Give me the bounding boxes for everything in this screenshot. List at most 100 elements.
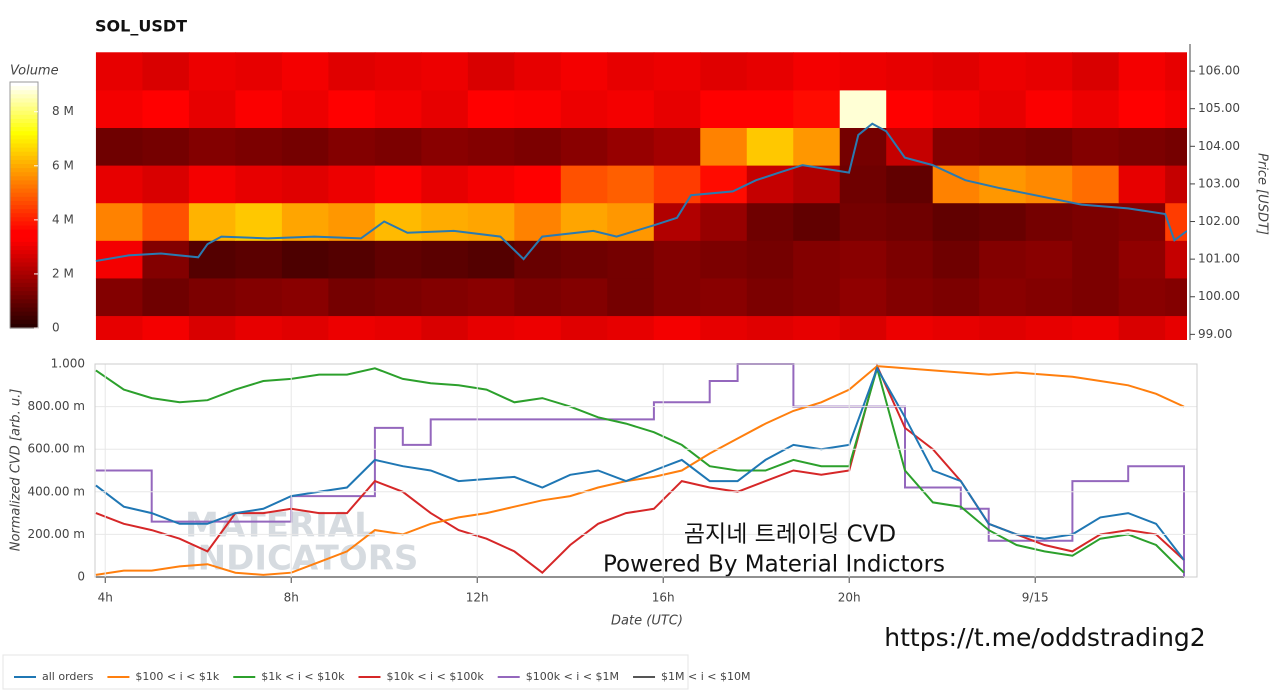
colorbar-step <box>10 258 38 263</box>
legend-label: $1M < i < $10M <box>661 670 750 683</box>
colorbar-step <box>10 237 38 243</box>
y-tick-label: 106.00 <box>1198 64 1240 78</box>
heatmap-cell <box>281 202 329 241</box>
colorbar-tick-label: 4 M <box>52 212 74 226</box>
heatmap-cell <box>793 165 841 204</box>
heatmap-cell <box>886 277 934 317</box>
heatmap-cell <box>374 165 422 204</box>
heatmap-cell <box>328 165 376 204</box>
heatmap-cell <box>1072 89 1120 128</box>
heatmap-cell <box>560 165 608 204</box>
series-line <box>95 365 1185 576</box>
heatmap-cell <box>746 127 794 166</box>
heatmap-cell <box>467 315 515 340</box>
heatmap-cell <box>1118 277 1166 317</box>
colorbar-step <box>10 184 38 190</box>
heatmap-cell <box>886 315 934 340</box>
colorbar-step <box>10 106 38 112</box>
heatmap-cell <box>839 315 887 340</box>
heatmap-cell <box>281 127 329 166</box>
heatmap-cell <box>514 52 562 91</box>
heatmap-cell <box>560 127 608 166</box>
heatmap-cell <box>374 202 422 241</box>
legend-label: $10k < i < $100k <box>386 670 484 683</box>
heatmap-cell <box>467 165 515 204</box>
x-tick-label: 16h <box>652 591 675 605</box>
plot-frame <box>94 363 1198 578</box>
heatmap-cell <box>235 202 283 241</box>
heatmap-cell <box>793 52 841 91</box>
heatmap-cell <box>1165 165 1187 204</box>
heatmap-cell <box>979 165 1027 204</box>
heatmap-cell <box>142 127 190 166</box>
heatmap-cell <box>560 202 608 241</box>
colorbar-step <box>10 266 38 272</box>
colorbar-step <box>10 282 38 288</box>
heatmap-cell <box>374 315 422 340</box>
heatmap-cell <box>1118 89 1166 128</box>
heatmap-cell <box>653 127 701 166</box>
heatmap-cell <box>188 165 236 204</box>
heatmap-cell <box>746 277 794 317</box>
colorbar-step <box>10 221 38 227</box>
heatmap-cell <box>653 277 701 317</box>
heatmap-cell <box>188 240 236 279</box>
heatmap-cell <box>839 127 887 166</box>
heatmap-cell <box>886 240 934 279</box>
colorbar-step <box>10 82 38 87</box>
colorbar-step <box>10 90 38 95</box>
colorbar-step <box>10 110 38 116</box>
heatmap-cell <box>1025 165 1073 204</box>
heatmap-cell <box>1118 165 1166 204</box>
heatmap-cell <box>886 165 934 204</box>
colorbar-tick-label: 0 <box>52 321 60 335</box>
heatmap-cell <box>514 315 562 340</box>
heatmap-cell <box>421 277 469 317</box>
heatmap-cell <box>514 127 562 166</box>
heatmap-cell <box>467 52 515 91</box>
heatmap-cell <box>560 52 608 91</box>
heatmap-cell <box>328 202 376 241</box>
heatmap-cell <box>142 52 190 91</box>
heatmap-cell <box>328 52 376 91</box>
heatmap-area <box>95 52 1187 340</box>
colorbar-step <box>10 127 38 132</box>
colorbar-step <box>10 196 38 202</box>
annotation: https://t.me/oddstrading2 <box>884 623 1205 652</box>
x-axis-label: Date (UTC) <box>611 614 683 629</box>
heatmap-cell <box>932 277 980 317</box>
heatmap-cell <box>467 127 515 166</box>
heatmap-cell <box>142 165 190 204</box>
heatmap-cell <box>886 52 934 91</box>
colorbar-step <box>10 188 38 194</box>
colorbar-step <box>10 254 38 259</box>
heatmap-cell <box>700 240 748 279</box>
heatmap-cell <box>374 240 422 279</box>
heatmap-cell <box>95 315 143 340</box>
y-tick-label: 800.00 m <box>28 399 86 413</box>
heatmap-cell <box>1025 52 1073 91</box>
y-tick-label: 103.00 <box>1198 176 1240 190</box>
heatmap-cell <box>979 277 1027 317</box>
colorbar-step <box>10 250 38 255</box>
heatmap-cell <box>1025 127 1073 166</box>
heatmap-cell <box>653 202 701 241</box>
heatmap-cell <box>932 165 980 204</box>
y-tick-label: 104.00 <box>1198 139 1240 153</box>
colorbar-tick-label: 8 M <box>52 104 74 118</box>
heatmap-cell <box>746 202 794 241</box>
heatmap-cell <box>607 240 655 279</box>
heatmap-cell <box>235 240 283 279</box>
colorbar-step <box>10 315 38 321</box>
y-tick-label: 101.00 <box>1198 252 1240 266</box>
heatmap-cell <box>1118 315 1166 340</box>
colorbar-step <box>10 217 38 222</box>
colorbar-step <box>10 147 38 153</box>
heatmap-cell <box>839 277 887 317</box>
heatmap-cell <box>281 240 329 279</box>
heatmap-cell <box>421 202 469 241</box>
heatmap-cell <box>607 89 655 128</box>
colorbar-step <box>10 180 38 186</box>
y-tick-label: 99.00 <box>1198 327 1232 341</box>
series-line <box>95 365 1185 561</box>
